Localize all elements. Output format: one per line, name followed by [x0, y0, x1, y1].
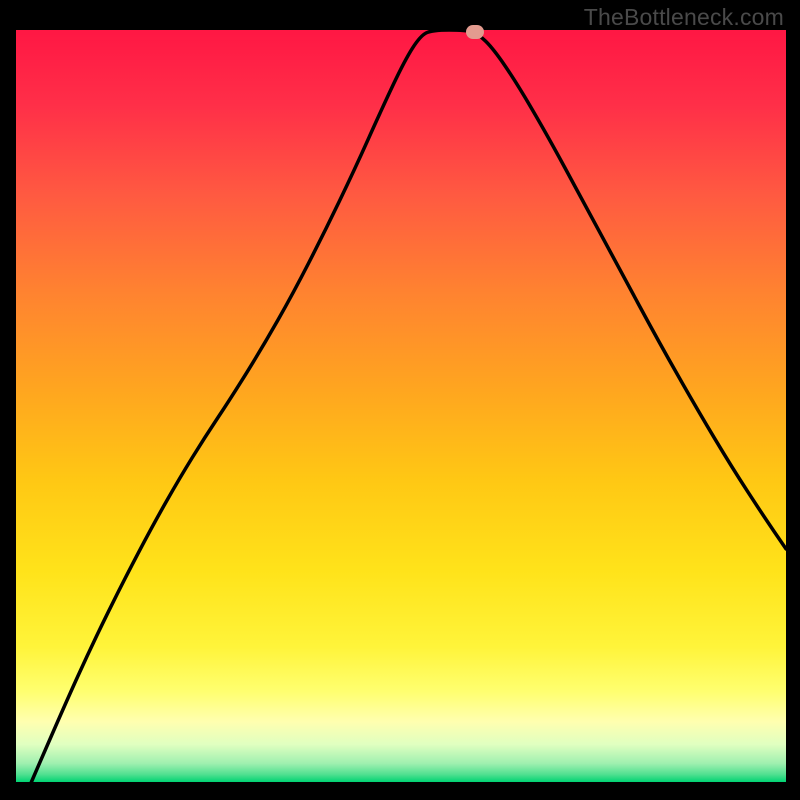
watermark-text: TheBottleneck.com: [584, 4, 784, 31]
plot-area: [16, 30, 786, 782]
optimum-marker: [466, 25, 484, 39]
bottleneck-curve: [16, 30, 786, 782]
curve-path: [31, 30, 786, 782]
